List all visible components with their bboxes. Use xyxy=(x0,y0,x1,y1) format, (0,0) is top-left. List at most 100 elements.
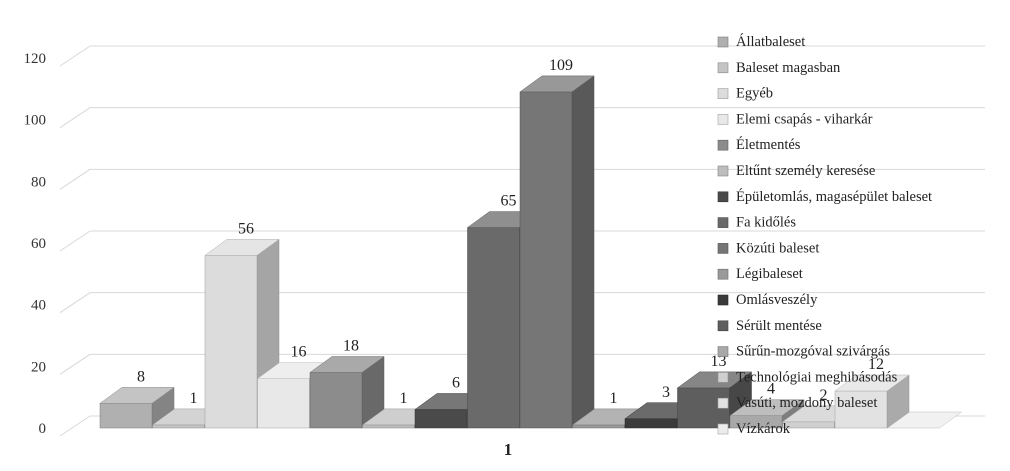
legend-label: Életmentés xyxy=(736,136,801,153)
legend-label: Állatbaleset xyxy=(736,33,805,50)
legend-swatch xyxy=(717,36,729,48)
bar-front xyxy=(467,227,520,429)
legend-swatch xyxy=(717,114,729,125)
bar-side xyxy=(571,75,595,429)
y-tick-label: 100 xyxy=(24,113,47,129)
bar-9 xyxy=(519,75,595,429)
grid-diag-6 xyxy=(59,45,91,67)
legend-swatch xyxy=(717,423,729,435)
legend-item: Baleset magasban xyxy=(717,60,841,76)
legend-swatch xyxy=(717,320,729,332)
legend-label: Fa kidőlés xyxy=(736,215,796,231)
data-label: 109 xyxy=(549,57,573,74)
legend-label: Sérült mentése xyxy=(736,318,822,334)
legend-label: Épületomlás, magasépület baleset xyxy=(736,188,932,205)
y-tick-label: 40 xyxy=(31,298,46,314)
data-label: 13 xyxy=(711,353,727,370)
legend-label: Közúti baleset xyxy=(736,240,819,256)
legend-swatch xyxy=(717,217,729,228)
bar-front xyxy=(834,390,888,429)
data-label: 1 xyxy=(400,390,408,407)
legend-item: Elemi csapás - viharkár xyxy=(717,111,873,127)
legend-swatch xyxy=(717,88,729,99)
legend-label: Baleset magasban xyxy=(736,60,841,76)
legend-label: Egyéb xyxy=(736,86,773,102)
bar-front xyxy=(99,403,153,429)
bar-front xyxy=(519,91,573,429)
bar-15 xyxy=(834,374,910,429)
bar-top xyxy=(886,411,963,429)
bar-top xyxy=(99,387,175,404)
legend-item: Fa kidőlés xyxy=(717,215,796,231)
bar-1 xyxy=(99,386,175,429)
legend-swatch xyxy=(717,346,729,357)
legend-item: Egyéb xyxy=(717,86,773,102)
legend-item: Eltűnt személy keresése xyxy=(717,163,875,179)
legend-swatch xyxy=(717,397,729,409)
legend-swatch xyxy=(717,191,729,203)
data-label: 8 xyxy=(137,368,145,385)
legend-item: Állatbaleset xyxy=(717,33,805,50)
x-axis: 1 xyxy=(504,440,513,459)
y-axis: 0 20 40 60 80 100 120 xyxy=(24,51,47,437)
bar-front xyxy=(309,372,363,429)
legend-item: Omlásveszély xyxy=(717,292,818,308)
legend-label: Vasúti, mozdony baleset xyxy=(736,395,877,411)
legend-item: Életmentés xyxy=(717,136,801,153)
y-tick-label: 20 xyxy=(31,359,46,375)
legend-label: Légibaleset xyxy=(736,266,803,282)
legend-label: Technológiai meghibásodás xyxy=(736,369,898,385)
legend-swatch xyxy=(717,62,729,74)
category-label: 1 xyxy=(504,440,513,459)
bar-front xyxy=(572,424,625,429)
legend-item: Vízkárok xyxy=(717,421,791,437)
bar-front xyxy=(204,255,258,429)
legend-swatch xyxy=(717,165,729,177)
grid-diag-5 xyxy=(59,107,91,129)
bar-front xyxy=(414,409,468,429)
data-label: 6 xyxy=(452,375,460,392)
legend: Állatbaleset Baleset magasban Egyéb Elemi c… xyxy=(717,33,932,437)
legend-swatch xyxy=(717,372,729,383)
bar-top xyxy=(519,75,595,93)
legend-swatch xyxy=(717,243,729,254)
legend-item: Sűrűn-mozgóval szivárgás xyxy=(717,344,890,360)
legend-item: Sérült mentése xyxy=(717,318,822,334)
bar-front xyxy=(152,424,205,429)
bar-top xyxy=(676,371,753,389)
legend-swatch xyxy=(717,294,729,306)
legend-item: Légibaleset xyxy=(717,266,803,282)
data-label: 12 xyxy=(868,356,884,373)
bar-13 xyxy=(729,399,805,429)
grid-diag-1 xyxy=(59,353,91,375)
data-label: 2 xyxy=(820,387,828,404)
bar-top xyxy=(309,356,385,373)
data-label: 4 xyxy=(767,381,775,398)
bar-top xyxy=(204,239,280,256)
data-label: 1 xyxy=(610,390,618,407)
bar-top xyxy=(729,399,805,416)
legend-label: Sűrűn-mozgóval szivárgás xyxy=(736,344,890,360)
bar-top xyxy=(834,374,910,392)
legend-item: Technológiai meghibásodás xyxy=(717,369,898,385)
bar-front xyxy=(624,418,678,429)
legend-item: Vasúti, mozdony baleset xyxy=(717,395,877,411)
data-label: 65 xyxy=(501,193,517,210)
grid-diag-2 xyxy=(59,292,91,314)
legend-swatch xyxy=(717,139,729,151)
data-label: 16 xyxy=(291,344,307,361)
data-label: 1 xyxy=(190,390,198,407)
legend-label: Elemi csapás - viharkár xyxy=(736,111,873,127)
y-tick-label: 80 xyxy=(31,174,46,190)
legend-label: Vízkárok xyxy=(736,421,791,437)
bars xyxy=(99,75,963,429)
legend-swatch xyxy=(717,268,729,280)
data-label: 18 xyxy=(343,338,359,355)
legend-item: Közúti baleset xyxy=(717,240,819,256)
bar-16 xyxy=(886,411,963,429)
y-tick-label: 60 xyxy=(31,236,46,252)
bar-5 xyxy=(309,356,385,429)
